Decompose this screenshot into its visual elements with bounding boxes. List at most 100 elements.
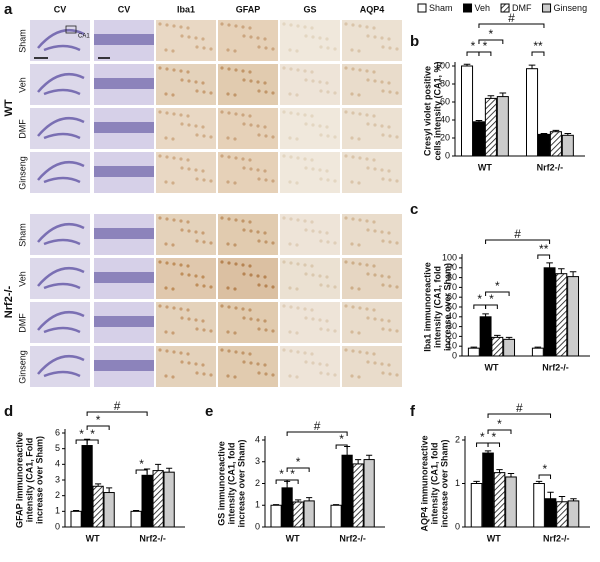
micrograph <box>156 108 216 149</box>
stained-cell <box>195 371 199 375</box>
stained-cell <box>271 285 275 289</box>
micrograph <box>342 302 402 343</box>
stained-cell <box>350 330 354 334</box>
stained-cell <box>344 22 348 26</box>
stained-cell <box>194 124 198 128</box>
stained-cell <box>350 136 354 140</box>
stained-cell <box>311 167 315 171</box>
stained-cell <box>366 228 370 232</box>
error-bar <box>570 498 577 501</box>
y-axis-label: increase over Sham) <box>236 439 246 527</box>
bar <box>472 121 485 157</box>
stained-cell <box>241 157 245 161</box>
micrograph <box>280 214 340 255</box>
stained-cell <box>201 169 205 173</box>
stained-cell <box>201 319 205 323</box>
significance-label: ** <box>533 39 543 53</box>
stained-cell <box>227 155 231 159</box>
error-bar <box>558 496 566 502</box>
significance-bracket <box>485 239 551 244</box>
stained-cell <box>171 49 175 53</box>
micrograph <box>280 258 340 299</box>
significance-label: # <box>114 399 121 413</box>
stained-cell <box>220 154 224 158</box>
micrograph <box>30 214 90 255</box>
stained-cell <box>325 275 329 279</box>
hippocampus-shape <box>37 161 85 184</box>
stained-cell <box>304 34 308 38</box>
error-bar <box>475 119 483 122</box>
stained-cell <box>372 70 376 74</box>
stained-cell <box>350 48 354 52</box>
stained-cell <box>186 264 190 268</box>
stained-cell <box>234 306 238 310</box>
hippocampus-shape <box>37 267 85 290</box>
y-tick-label: 1 <box>255 500 260 510</box>
stained-cell <box>289 111 293 115</box>
stained-cell <box>381 327 385 331</box>
y-axis-label: increase over Sham) <box>442 263 452 351</box>
stained-cell <box>257 89 261 93</box>
stained-cell <box>333 179 337 183</box>
y-axis-label: intensity (CA1, fold <box>429 442 439 524</box>
micrograph <box>280 346 340 387</box>
stained-cell <box>209 241 213 245</box>
stained-cell <box>387 169 391 173</box>
micrograph <box>218 64 278 105</box>
stained-cell <box>311 123 315 127</box>
stained-cell <box>234 68 238 72</box>
inset-label: CA1 <box>78 34 90 40</box>
stained-cell <box>350 242 354 246</box>
stained-cell <box>227 305 231 309</box>
stained-cell <box>380 318 384 322</box>
y-tick-label: 4 <box>55 459 60 469</box>
stained-cell <box>288 92 292 96</box>
stained-cell <box>358 218 362 222</box>
stain-overlay <box>218 20 278 61</box>
stained-cell <box>234 112 238 116</box>
stained-cell <box>381 177 385 181</box>
error-bar <box>306 497 313 501</box>
stained-cell <box>303 219 307 223</box>
stained-cell <box>295 375 299 379</box>
stained-cell <box>288 374 292 378</box>
stained-cell <box>248 70 252 74</box>
y-tick-label: 10 <box>447 341 457 351</box>
bar <box>467 347 480 357</box>
stained-cell <box>325 81 329 85</box>
micrograph <box>156 20 216 61</box>
stained-cell <box>257 327 261 331</box>
legend-swatch <box>500 3 510 13</box>
stained-cell <box>241 351 245 355</box>
stained-cell <box>310 70 314 74</box>
stained-cell <box>372 114 376 118</box>
micrograph <box>30 152 90 193</box>
stained-cell <box>220 110 224 114</box>
cell-layer <box>94 166 154 177</box>
stained-cell <box>248 264 252 268</box>
stain-overlay <box>218 64 278 105</box>
stained-cell <box>295 93 299 97</box>
significance-label: * <box>339 432 344 446</box>
bar <box>330 504 342 528</box>
stained-cell <box>194 36 198 40</box>
stained-cell <box>271 373 275 377</box>
stained-cell <box>202 46 206 50</box>
stained-cell <box>357 137 361 141</box>
stained-cell <box>248 26 252 30</box>
significance-label: # <box>514 227 521 241</box>
x-tick-label: Nrf2-/- <box>339 533 366 543</box>
stained-cell <box>264 178 268 182</box>
stained-cell <box>387 125 391 129</box>
micrograph <box>342 214 402 255</box>
stained-cell <box>365 69 369 73</box>
stained-cell <box>165 23 169 27</box>
stained-cell <box>387 37 391 41</box>
stained-cell <box>381 45 385 49</box>
y-tick-label: 1 <box>455 478 460 488</box>
significance-bracket <box>86 425 110 430</box>
stained-cell <box>288 48 292 52</box>
stained-cell <box>319 371 323 375</box>
stained-cell <box>271 91 275 95</box>
stained-cell <box>263 363 267 367</box>
